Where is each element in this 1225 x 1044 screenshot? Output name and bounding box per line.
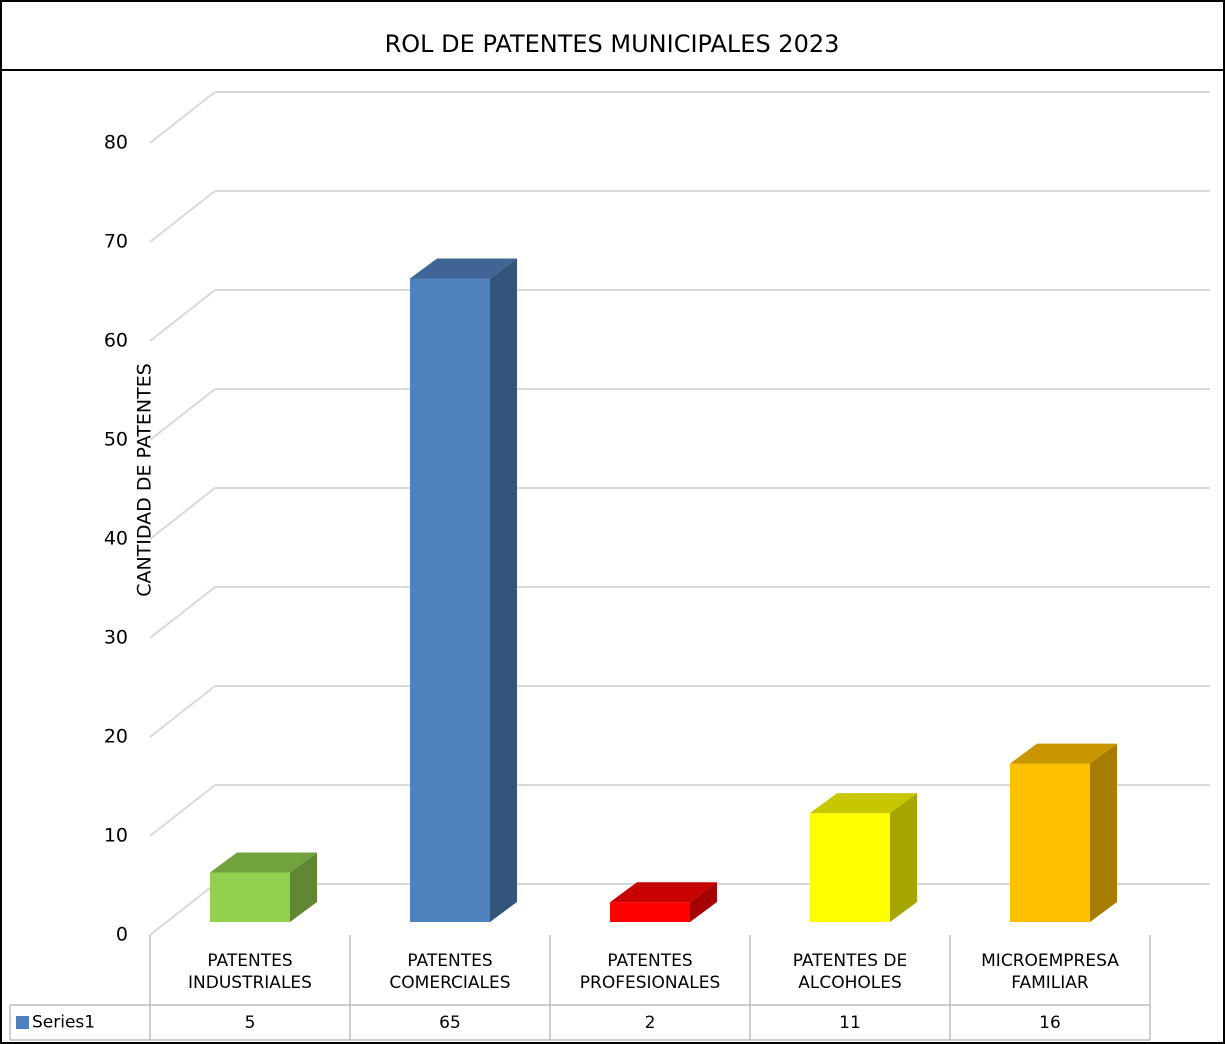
grid-line: [149, 289, 216, 342]
grid-line: [149, 883, 216, 936]
bar-top: [1010, 743, 1117, 764]
bar-side: [290, 852, 317, 922]
y-tick-label: 80: [104, 132, 128, 154]
bar-top: [210, 852, 317, 873]
bar-top: [410, 258, 517, 279]
bar-front: [210, 872, 290, 922]
bar-side: [690, 882, 717, 922]
bar-side: [890, 793, 917, 922]
bar-top: [610, 882, 717, 903]
grid-line: [149, 190, 216, 243]
x-tick-label: PATENTES INDUSTRIALES: [188, 951, 312, 993]
bar-front: [410, 278, 490, 922]
table-value: 2: [644, 1012, 656, 1033]
grid-line: [149, 586, 216, 639]
bar-side: [1090, 743, 1117, 922]
y-tick-label: 0: [116, 924, 128, 946]
grid-line: [149, 388, 216, 441]
bar-front: [610, 902, 690, 922]
bar-side: [490, 258, 517, 922]
table-value: 16: [1039, 1012, 1061, 1033]
grid-line: [149, 685, 216, 738]
bar-top: [810, 793, 917, 814]
legend-label: Series1: [32, 1013, 95, 1033]
y-axis-label: CANTIDAD DE PATENTES: [134, 363, 156, 597]
x-tick-label: MICROEMPRESA FAMILIAR: [981, 951, 1119, 993]
bar-front: [1010, 763, 1090, 922]
y-tick-label: 10: [104, 825, 128, 847]
y-tick-label: 50: [104, 429, 128, 451]
y-tick-label: 60: [104, 330, 128, 352]
table-value: 65: [439, 1012, 461, 1033]
y-tick-label: 30: [104, 627, 128, 649]
x-tick-label: PATENTES PROFESIONALES: [579, 951, 721, 993]
table-value: 11: [839, 1012, 861, 1033]
table-value: 5: [244, 1012, 256, 1033]
grid-line: [149, 784, 216, 837]
y-tick-label: 40: [104, 528, 128, 550]
y-tick-label: 70: [104, 231, 128, 253]
y-tick-label: 20: [104, 726, 128, 748]
x-tick-label: PATENTES DE ALCOHOLES: [792, 951, 908, 993]
grid-line: [149, 487, 216, 540]
x-tick-label: PATENTES COMERCIALES: [389, 951, 511, 993]
bar-front: [810, 813, 890, 922]
legend-swatch: [16, 1016, 29, 1029]
grid-line: [149, 91, 216, 144]
chart-title: ROL DE PATENTES MUNICIPALES 2023: [385, 30, 840, 58]
